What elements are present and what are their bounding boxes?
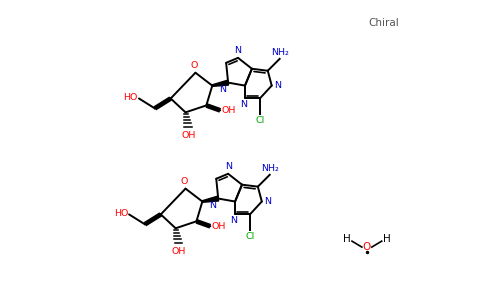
Text: H: H bbox=[343, 234, 351, 244]
Polygon shape bbox=[212, 80, 228, 86]
Text: HO: HO bbox=[123, 93, 138, 102]
Text: Cl: Cl bbox=[255, 116, 264, 125]
Text: N: N bbox=[209, 200, 216, 209]
Text: N: N bbox=[235, 46, 242, 55]
Text: OH: OH bbox=[171, 247, 186, 256]
Text: Cl: Cl bbox=[245, 232, 255, 241]
Text: Chiral: Chiral bbox=[369, 18, 400, 28]
Text: N: N bbox=[274, 81, 281, 90]
Text: N: N bbox=[264, 197, 271, 206]
Text: N: N bbox=[219, 85, 226, 94]
Text: O: O bbox=[181, 177, 188, 186]
Text: OH: OH bbox=[221, 106, 236, 115]
Text: OH: OH bbox=[212, 222, 226, 231]
Text: NH₂: NH₂ bbox=[271, 48, 288, 57]
Text: N: N bbox=[225, 162, 232, 171]
Text: HO: HO bbox=[114, 209, 128, 218]
Text: N: N bbox=[241, 100, 247, 109]
Polygon shape bbox=[202, 196, 219, 202]
Text: N: N bbox=[230, 216, 238, 225]
Text: OH: OH bbox=[182, 131, 196, 140]
Text: O: O bbox=[363, 242, 371, 252]
Text: NH₂: NH₂ bbox=[261, 164, 279, 173]
Text: H: H bbox=[383, 234, 391, 244]
Text: O: O bbox=[191, 61, 198, 70]
